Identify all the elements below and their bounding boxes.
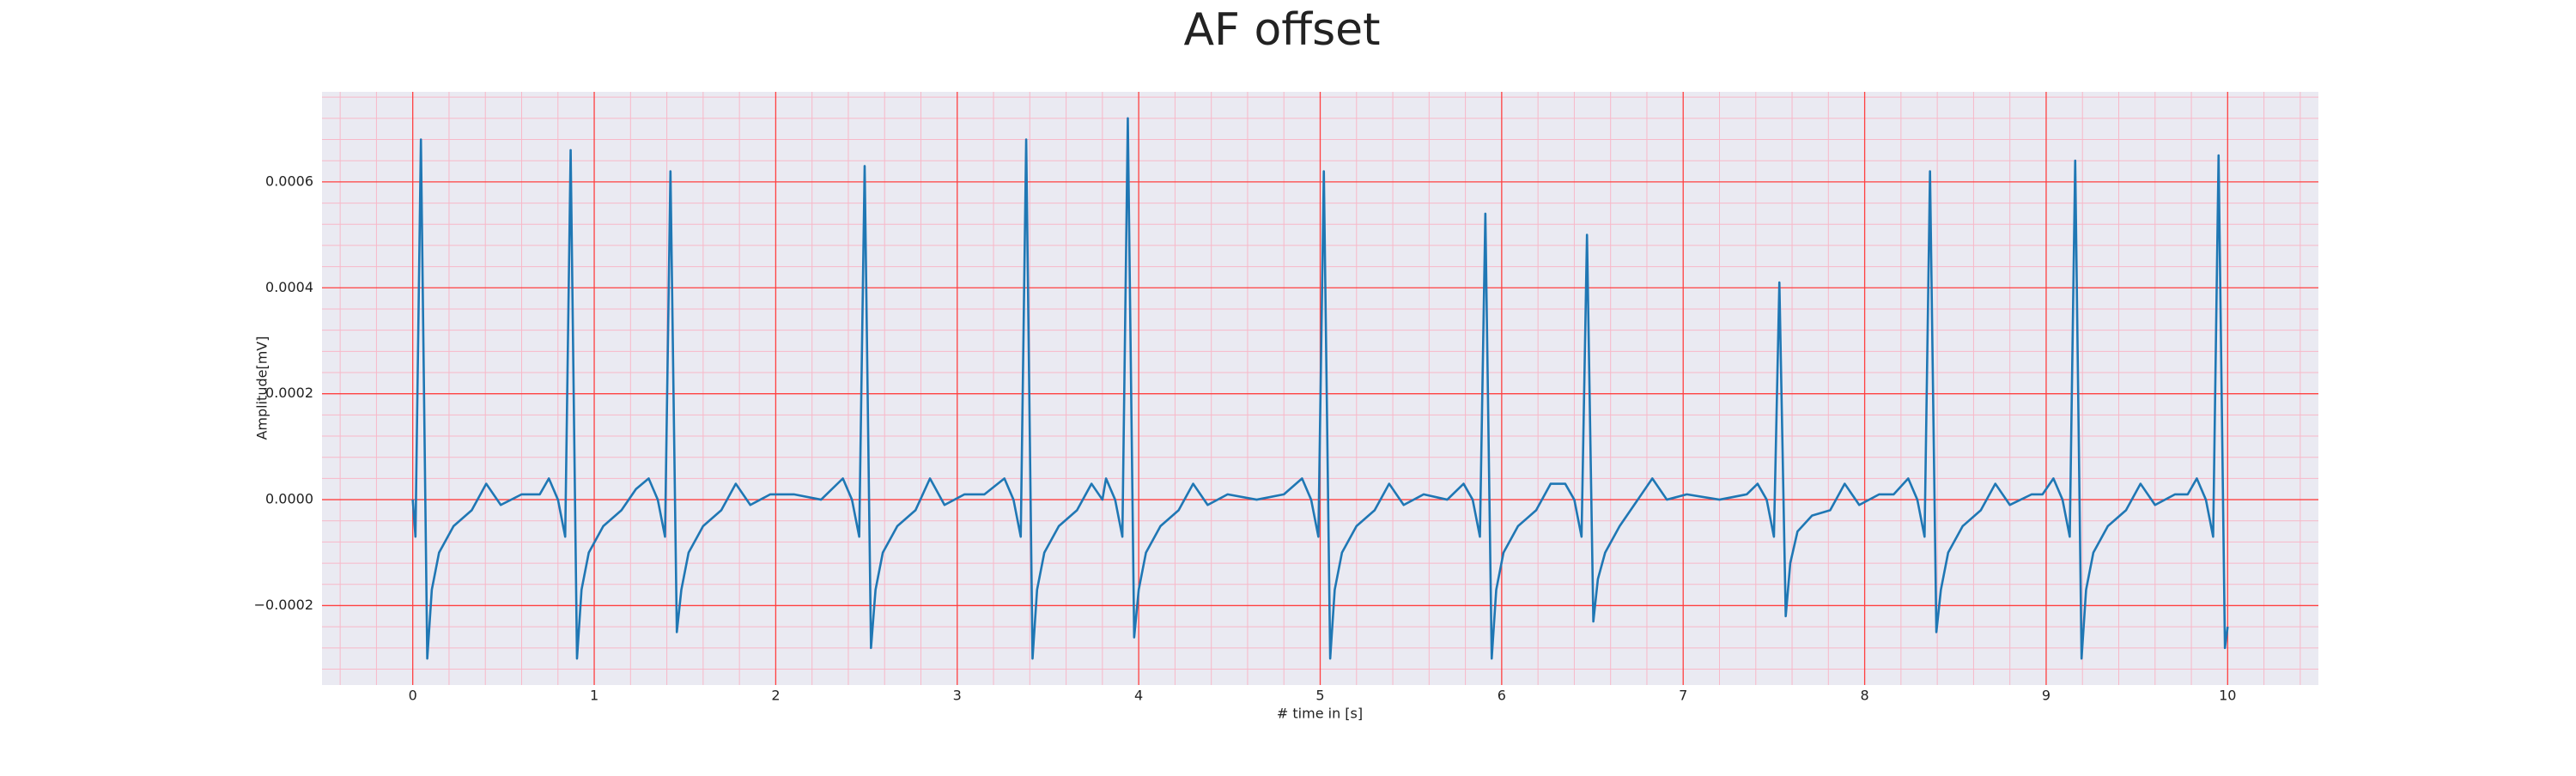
x-tick-label: 3 <box>953 688 962 704</box>
x-tick-label: 1 <box>590 688 598 704</box>
x-tick-label: 0 <box>409 688 417 704</box>
x-tick-label: 9 <box>2042 688 2050 704</box>
y-tick-label: 0.0004 <box>265 279 313 295</box>
y-tick-label: 0.0006 <box>265 173 313 189</box>
chart-title: AF offset <box>1183 4 1380 56</box>
x-tick-label: 8 <box>1860 688 1868 704</box>
y-tick-label: −0.0002 <box>254 597 313 613</box>
x-tick-label: 6 <box>1498 688 1506 704</box>
y-tick-label: 0.0000 <box>265 491 313 507</box>
x-tick-label: 5 <box>1315 688 1324 704</box>
y-axis-label: Amplitude[mV] <box>254 336 270 440</box>
x-tick-label: 4 <box>1134 688 1143 704</box>
x-tick-label: 2 <box>771 688 780 704</box>
x-axis-label: # time in [s] <box>1277 706 1363 722</box>
y-tick-label: 0.0002 <box>265 385 313 401</box>
ecg-line <box>411 117 2229 660</box>
x-tick-label: 7 <box>1679 688 1687 704</box>
x-tick-label: 10 <box>2219 688 2236 704</box>
